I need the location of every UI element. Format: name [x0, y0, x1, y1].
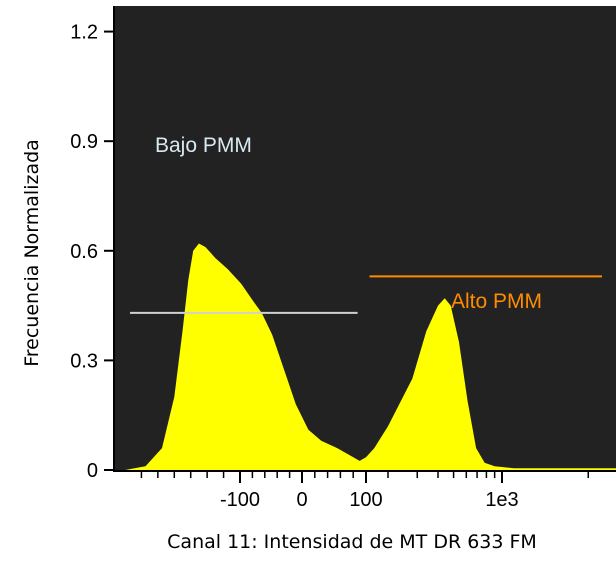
y-axis-ticks: 0 0.3 0.6 0.9 1.2: [70, 22, 114, 482]
y-tick-label: 0.6: [70, 241, 98, 263]
gate-label-bajo-pmm: Bajo PMM: [155, 134, 252, 157]
y-tick-label: 0.3: [70, 350, 98, 372]
x-tick-label: -100: [220, 489, 260, 511]
x-tick-label: 0: [296, 489, 307, 511]
y-tick-label: 0: [87, 460, 98, 482]
x-tick-label: 100: [349, 489, 382, 511]
x-tick-label: 1e3: [485, 489, 518, 511]
x-axis-minor-ticks: [140, 471, 589, 478]
y-axis-title: Frecuencia Normalizada: [21, 139, 43, 367]
gate-label-alto-pmm: Alto PMM: [451, 290, 542, 313]
y-tick-label: 0.9: [70, 131, 98, 153]
x-axis-ticks: -100 0 100 1e3: [220, 471, 519, 511]
histogram-area: [125, 243, 616, 470]
y-tick-label: 1.2: [70, 22, 98, 44]
x-axis-title: Canal 11: Intensidad de MT DR 633 FM: [167, 531, 537, 553]
